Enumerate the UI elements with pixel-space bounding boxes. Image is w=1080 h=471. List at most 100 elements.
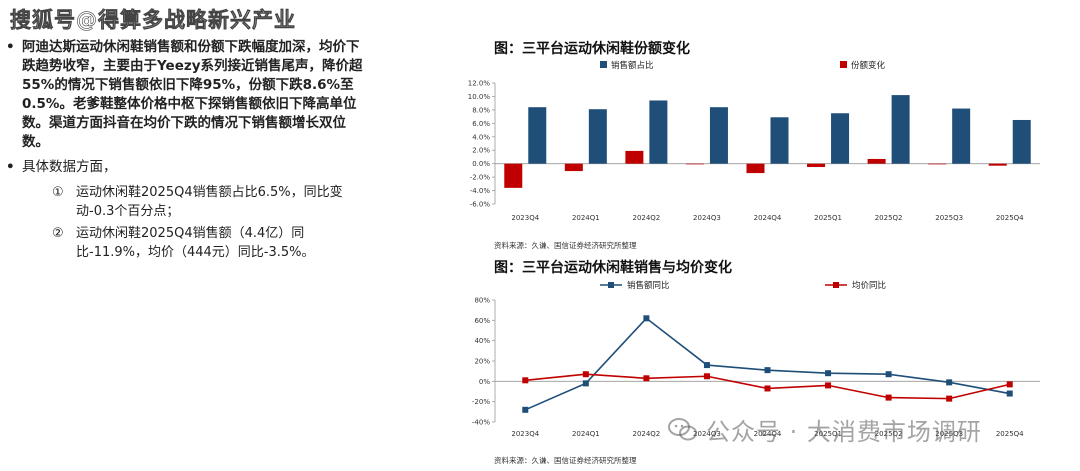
bar-change (867, 158, 886, 164)
detail-number-1: ① (52, 185, 64, 200)
bottom-watermark: 公众号 · 大消费市场调研 (668, 412, 982, 447)
data-point-1 (946, 395, 953, 402)
x-tick-label: 2024Q3 (693, 430, 721, 438)
x-tick-label: 2025Q2 (875, 214, 903, 222)
legend-price-label: 均价同比 (852, 280, 886, 291)
y-tick-label: 2.0% (472, 147, 490, 155)
x-tick-label: 2025Q1 (814, 214, 842, 222)
bullet-summary-text: 阿迪达斯运动休闲鞋销售额和份额下跌幅度加深，均价下跌趋势收窄，主要由于Yeezy… (22, 39, 363, 150)
y-tick-label: 80% (474, 297, 490, 305)
data-point-0 (522, 406, 529, 413)
bar-change (988, 163, 1007, 166)
data-point-1 (582, 371, 589, 378)
bar-chart: 销售额占比 份额变化 12.0% 10.0% 8.0% 6.0% 4.0% 2.0% 0.0% -… (468, 60, 1040, 222)
bar-share (709, 107, 728, 164)
bar-change (928, 163, 947, 165)
data-point-0 (643, 315, 650, 322)
bar-change (807, 163, 826, 168)
x-tick-label: 2023Q4 (511, 430, 539, 438)
y-tick-label: -4.0% (470, 187, 491, 195)
detail-text-2: 运动休闲鞋2025Q4销售额（4.4亿）同比-11.9%，均价（444元）同比-… (76, 226, 315, 260)
bar-chart-source: 资料来源：久谦、国信证券经济研究所整理 (494, 241, 637, 250)
line-chart: 销售额同比 均价同比 80% 60% 40% 20% 0% -20% -40% 2023Q4 202… (472, 280, 1040, 438)
y-tick-label: 60% (474, 317, 490, 325)
bar-change (625, 150, 644, 164)
x-tick-label: 2024Q1 (572, 214, 600, 222)
detail-item-2: ② 运动休闲鞋2025Q4销售额（4.4亿）同比-11.9%，均价（444元）同… (6, 224, 366, 262)
line-chart-title: 图：三平台运动休闲鞋销售与均价变化 (494, 260, 732, 276)
y-tick-label: 10.0% (468, 93, 491, 101)
x-tick-label: 2024Q3 (693, 214, 721, 222)
x-tick-label: 2024Q2 (632, 214, 660, 222)
bar-share (1012, 119, 1031, 164)
x-tick-label: 2025Q4 (996, 214, 1024, 222)
x-tick-label: 2024Q4 (754, 430, 782, 438)
y-tick-label: 0% (479, 378, 490, 386)
bar-change (564, 163, 583, 172)
y-tick-label: 0.0% (472, 160, 490, 168)
bar-share (952, 108, 971, 164)
data-point-0 (703, 362, 710, 369)
y-tick-label: 4.0% (472, 133, 490, 141)
bullet-dot: • (6, 39, 15, 55)
detail-text-1: 运动休闲鞋2025Q4销售额占比6.5%，同比变动-0.3个百分点； (76, 185, 343, 219)
data-point-1 (643, 375, 650, 382)
detail-item-1: ① 运动休闲鞋2025Q4销售额占比6.5%，同比变动-0.3个百分点； (6, 183, 366, 221)
y-tick-label: -20% (472, 398, 490, 406)
bar-share (891, 95, 910, 164)
data-point-0 (946, 379, 953, 386)
data-point-1 (522, 377, 529, 384)
data-point-1 (825, 382, 832, 389)
data-point-1 (885, 394, 892, 401)
y-tick-label: -40% (472, 419, 490, 427)
bar-share (528, 107, 547, 164)
x-tick-label: 2024Q1 (572, 430, 600, 438)
data-point-1 (764, 385, 771, 392)
x-tick-label: 2023Q4 (511, 214, 539, 222)
wechat-icon (668, 417, 697, 440)
x-tick-label: 2024Q2 (632, 430, 660, 438)
header-watermark: 搜狐号@得算多战略新兴产业 (10, 8, 296, 33)
text-panel: • 阿迪达斯运动休闲鞋销售额和份额下跌幅度加深，均价下跌趋势收窄，主要由于Yee… (6, 38, 366, 265)
x-tick-label: 2025Q3 (935, 430, 963, 438)
bar-share (649, 100, 668, 164)
data-point-0 (764, 367, 771, 374)
x-tick-label: 2024Q4 (754, 214, 782, 222)
bar-change (685, 163, 704, 165)
data-point-0 (885, 371, 892, 378)
bar-share (831, 113, 850, 164)
bar-change (746, 163, 765, 174)
legend-sales-label: 销售额同比 (627, 280, 670, 291)
series-line-0 (524, 317, 1010, 411)
legend-label-share: 销售额占比 (611, 60, 654, 71)
bar-share (588, 109, 607, 164)
y-tick-label: -6.0% (470, 201, 491, 209)
bullet-details: • 具体数据方面， (6, 158, 366, 177)
x-tick-label: 2025Q2 (875, 430, 903, 438)
data-point-0 (1006, 390, 1013, 397)
data-point-1 (1006, 381, 1013, 388)
bullet-details-text: 具体数据方面， (22, 159, 117, 175)
y-tick-label: 12.0% (468, 80, 491, 88)
line-chart-source: 资料来源：久谦、国信证券经济研究所整理 (494, 456, 637, 465)
bullet-dot: • (6, 159, 15, 175)
x-tick-label: 2025Q3 (935, 214, 963, 222)
legend-label-change: 份额变化 (851, 60, 886, 71)
y-tick-label: 8.0% (472, 106, 490, 114)
bar-chart-title: 图：三平台运动休闲鞋份额变化 (494, 41, 690, 57)
legend-swatch-share (600, 61, 607, 68)
data-point-1 (703, 373, 710, 380)
bar-change (504, 163, 523, 188)
bullet-summary: • 阿迪达斯运动休闲鞋销售额和份额下跌幅度加深，均价下跌趋势收窄，主要由于Yee… (6, 38, 366, 152)
y-tick-label: -2.0% (470, 174, 491, 182)
y-tick-label: 20% (474, 358, 490, 366)
detail-number-2: ② (52, 226, 64, 241)
legend-swatch-change (840, 61, 847, 68)
data-point-0 (825, 370, 832, 377)
legend-price-marker (833, 282, 839, 288)
y-tick-label: 40% (474, 337, 490, 345)
legend-sales-marker (608, 282, 614, 288)
x-tick-label: 2025Q4 (996, 430, 1024, 438)
data-point-0 (582, 380, 589, 387)
bottom-watermark-text: 公众号 · 大消费市场调研 (706, 418, 982, 446)
